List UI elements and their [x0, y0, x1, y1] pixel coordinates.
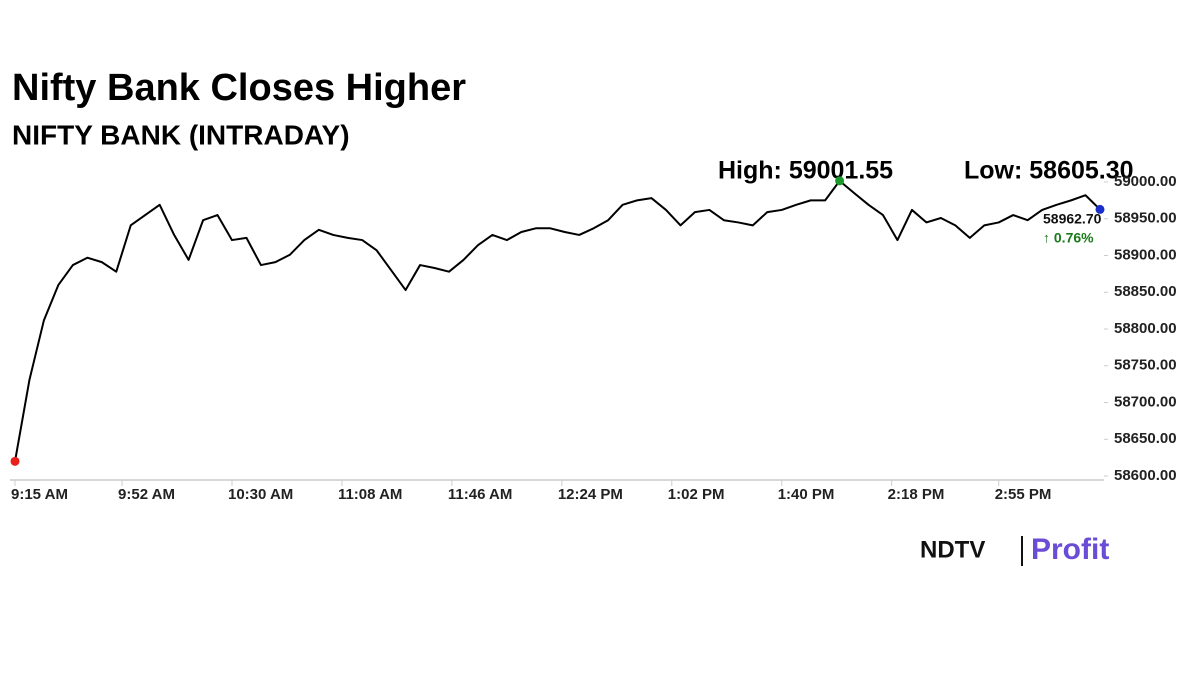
logo-left: NDTV [920, 536, 985, 563]
last-value-label: 58962.70 [1043, 211, 1102, 227]
x-tick-label: 2:55 PM [995, 486, 1052, 503]
x-tick-label: 1:02 PM [668, 486, 725, 503]
x-tick-label: 12:24 PM [558, 486, 623, 503]
x-tick-label: 2:18 PM [888, 486, 945, 503]
y-tick-label: 58900.00 [1114, 246, 1177, 263]
y-tick-label: 58750.00 [1114, 357, 1177, 374]
chart-subtitle: NIFTY BANK (INTRADAY) [12, 119, 350, 150]
x-tick-label: 11:08 AM [338, 486, 402, 503]
last-marker [1095, 204, 1105, 214]
high-marker [835, 176, 845, 186]
y-tick-label: 58600.00 [1114, 467, 1177, 484]
y-tick-label: 58950.00 [1114, 210, 1177, 227]
x-tick-label: 10:30 AM [228, 486, 293, 503]
y-tick-label: 59000.00 [1114, 173, 1177, 190]
change-label: ↑ 0.76% [1043, 230, 1094, 246]
y-tick-label: 58700.00 [1114, 393, 1177, 410]
x-tick-label: 9:15 AM [11, 486, 68, 503]
y-tick-label: 58850.00 [1114, 283, 1177, 300]
low-marker [10, 456, 20, 466]
high-annotation: High: 59001.55 [718, 157, 893, 185]
y-tick-label: 58650.00 [1114, 430, 1177, 447]
y-tick-label: 58800.00 [1114, 320, 1177, 337]
logo: NDTV Profit [920, 533, 1109, 566]
low-annotation: Low: 58605.30 [964, 157, 1134, 185]
chart-title: Nifty Bank Closes Higher [12, 67, 466, 109]
logo-right: Profit [1031, 533, 1109, 566]
x-tick-label: 11:46 AM [448, 486, 512, 503]
x-tick-label: 9:52 AM [118, 486, 175, 503]
price-line [14, 179, 1101, 462]
x-tick-label: 1:40 PM [778, 486, 835, 503]
